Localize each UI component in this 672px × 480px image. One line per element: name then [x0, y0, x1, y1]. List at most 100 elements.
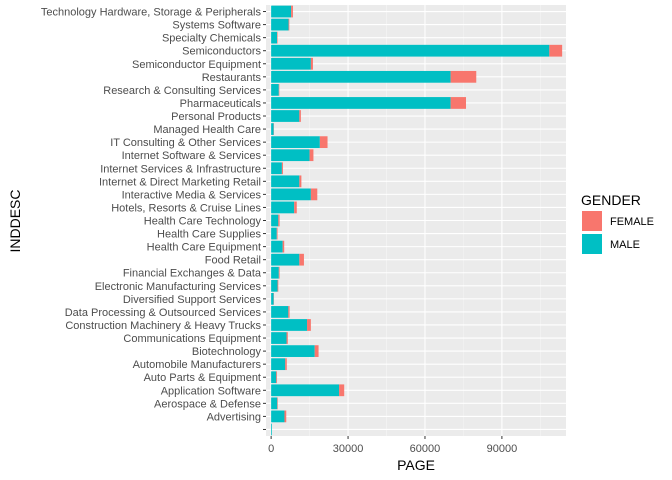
legend-label-male: MALE — [610, 239, 640, 251]
y-tick-label: Internet & Direct Marketing Retail — [99, 176, 261, 188]
y-tick-label: Pharmaceuticals — [180, 98, 262, 110]
y-tick-label: Data Processing & Outsourced Services — [65, 307, 262, 319]
bar-male — [271, 136, 320, 149]
bar-male — [271, 345, 315, 357]
y-tick-label: Electronic Manufacturing Services — [95, 281, 262, 293]
y-tick-label: Health Care Technology — [144, 216, 262, 228]
y-tick-label: IT Consulting & Other Services — [110, 137, 261, 149]
bar-female — [314, 345, 319, 357]
bar-male — [271, 332, 287, 344]
bar-female — [288, 306, 290, 318]
bar-male — [271, 371, 277, 384]
bar-female — [549, 44, 563, 57]
bar-male — [271, 57, 311, 70]
bar-female — [450, 97, 466, 109]
bar-male — [271, 123, 274, 135]
bar-male — [271, 18, 289, 31]
y-tick-label: Construction Machinery & Heavy Trucks — [65, 320, 261, 332]
bar-male — [271, 214, 279, 227]
y-tick-label: Technology Hardware, Storage & Periphera… — [41, 7, 262, 19]
bar-female — [291, 5, 293, 18]
bar-male — [271, 188, 311, 201]
bar-female — [282, 240, 285, 253]
bar-male — [271, 266, 279, 279]
y-tick-label: Automobile Manufacturers — [133, 359, 262, 371]
bar-male — [271, 423, 272, 436]
bar-female — [450, 70, 477, 83]
bar-female — [278, 84, 280, 96]
bar-female — [319, 136, 328, 149]
bar-female — [299, 175, 302, 188]
bar-male — [271, 279, 278, 292]
y-tick-label: Auto Parts & Equipment — [144, 372, 261, 384]
bar-female — [285, 358, 287, 371]
legend: GENDER FEMALE MALE — [581, 192, 654, 254]
y-tick-label: Semiconductors — [182, 46, 261, 58]
bar-male — [271, 31, 278, 44]
y-tick-label: Managed Health Care — [153, 124, 261, 136]
x-axis-title: PAGE — [397, 457, 435, 473]
y-tick-label: Restaurants — [202, 72, 262, 84]
bar-male — [271, 84, 279, 96]
y-tick-label: Financial Exchanges & Data — [123, 268, 262, 280]
y-tick-label: Internet Software & Services — [122, 150, 262, 162]
bar-male — [271, 306, 289, 318]
y-tick-label: Biotechnology — [192, 346, 262, 358]
y-tick-label: Communications Equipment — [123, 333, 261, 345]
x-axis-ticks: 0 30000 60000 90000 — [268, 436, 517, 455]
bar-male — [271, 292, 274, 305]
bar-male — [271, 319, 308, 331]
legend-key-female — [582, 211, 602, 231]
bar-male — [271, 175, 300, 188]
major-gridlines — [266, 5, 566, 436]
y-tick-label: Health Care Equipment — [147, 242, 261, 254]
bar-male — [271, 5, 292, 18]
x-tick-label: 60000 — [410, 443, 441, 455]
bar-male — [271, 97, 451, 109]
bar-female — [277, 397, 278, 410]
y-tick-label: Aerospace & Defense — [154, 398, 261, 410]
y-tick-label: Health Care Supplies — [157, 229, 261, 241]
bar-male — [271, 201, 295, 214]
bar-female — [276, 371, 278, 384]
y-tick-label: Interactive Media & Services — [122, 189, 262, 201]
y-tick-label: Food Retail — [205, 255, 261, 267]
bar-male — [271, 253, 300, 266]
y-axis-ticks: Technology Hardware, Storage & Periphera… — [41, 7, 266, 430]
bar-female — [299, 110, 301, 122]
legend-label-female: FEMALE — [610, 216, 654, 228]
bar-male — [271, 70, 451, 83]
bar-male — [271, 240, 283, 253]
y-tick-label: Diversified Support Services — [123, 294, 262, 306]
bar-female — [294, 201, 297, 214]
bar-female — [310, 188, 318, 201]
bar-female — [276, 227, 278, 240]
x-tick-label: 90000 — [487, 443, 518, 455]
y-tick-label: Personal Products — [171, 111, 261, 123]
bar-male — [271, 358, 286, 371]
bar-male — [271, 149, 310, 162]
y-tick-label: Semiconductor Equipment — [132, 59, 261, 71]
bar-male — [271, 384, 340, 397]
y-tick-label: Hotels, Resorts & Cruise Lines — [111, 202, 261, 214]
bar-male — [271, 397, 278, 410]
bar-female — [278, 214, 280, 227]
bar-female — [288, 18, 290, 31]
bar-female — [299, 253, 304, 266]
x-tick-label: 30000 — [333, 443, 364, 455]
bar-female — [310, 57, 313, 70]
legend-title: GENDER — [581, 192, 641, 208]
y-tick-label: Application Software — [161, 385, 261, 397]
bar-male — [271, 227, 277, 240]
bar-female — [281, 162, 283, 175]
y-tick-label: Specialty Chemicals — [162, 33, 262, 45]
bar-female — [277, 31, 278, 44]
bars-group — [271, 5, 563, 436]
y-axis-title: INDDESC — [7, 189, 23, 252]
legend-key-male — [582, 234, 602, 254]
bar-female — [339, 384, 345, 397]
x-tick-label: 0 — [268, 443, 274, 455]
bar-female — [278, 266, 280, 279]
y-tick-label: Internet Services & Infrastructure — [100, 163, 261, 175]
